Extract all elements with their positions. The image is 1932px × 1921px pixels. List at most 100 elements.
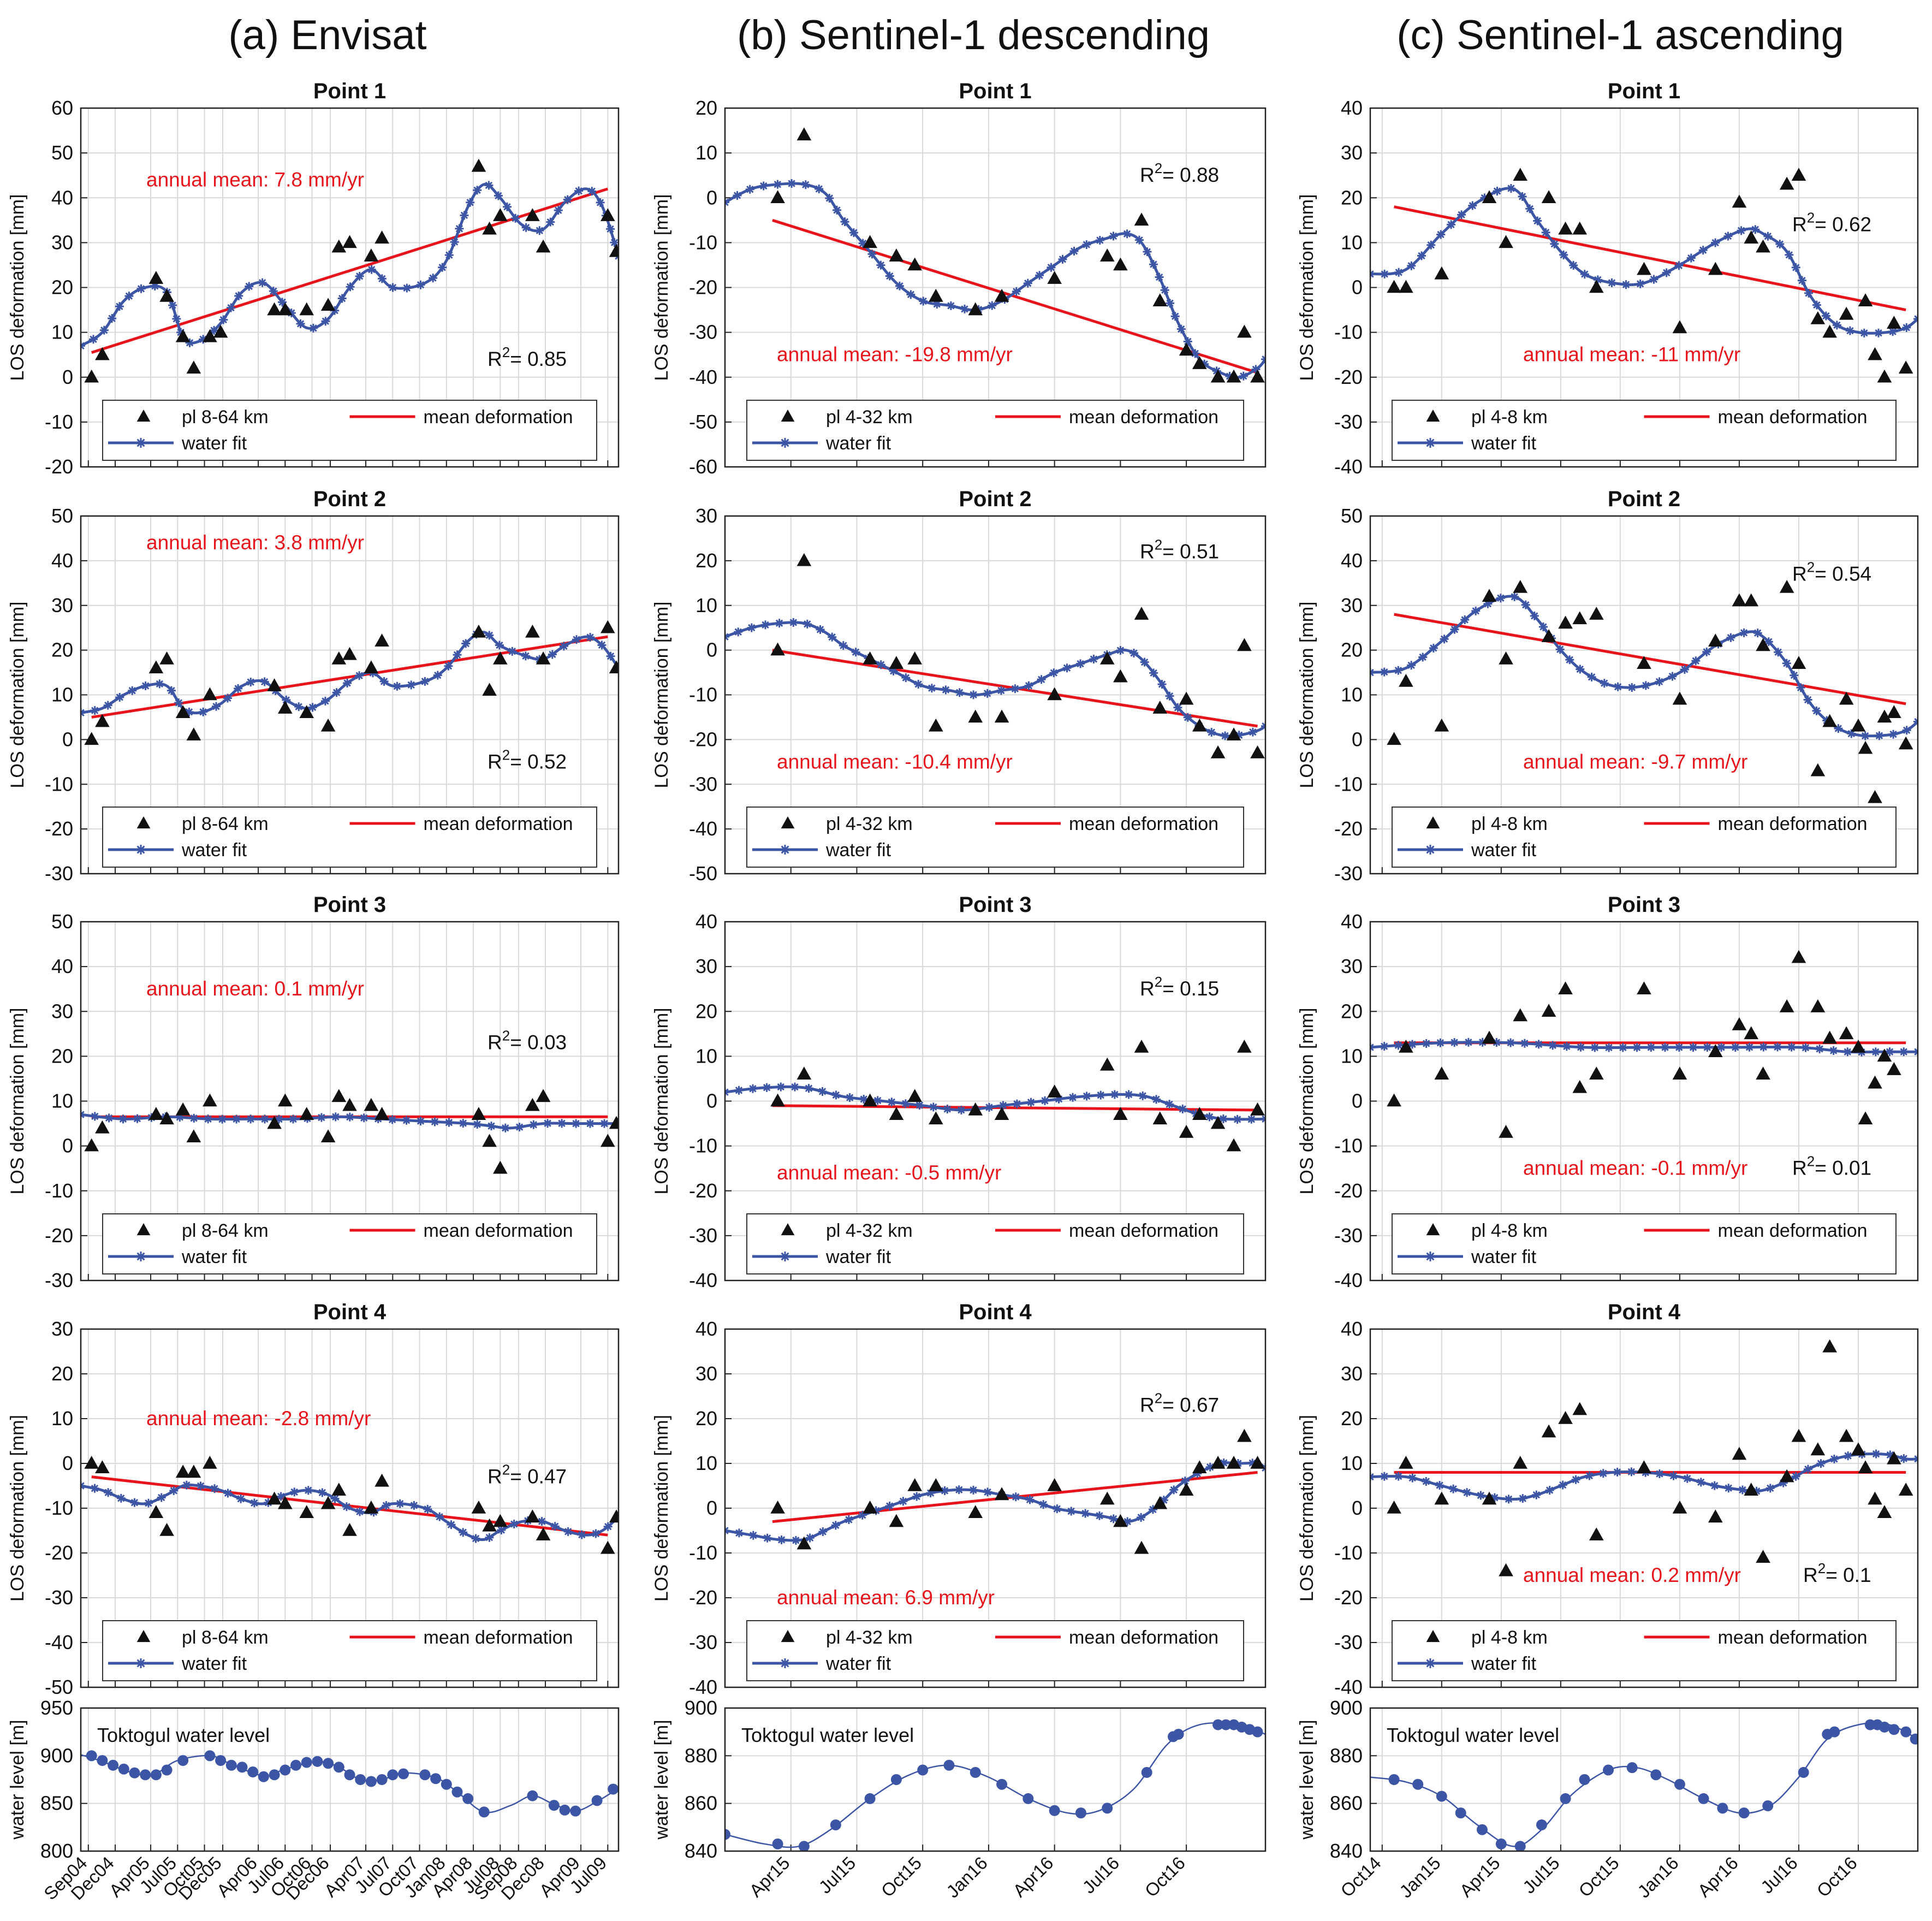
y-tick-label: 0 — [62, 1135, 73, 1157]
water-fit-marker — [174, 698, 183, 707]
water-fit-marker — [1661, 1043, 1669, 1052]
water-fit-marker — [1796, 683, 1805, 692]
water-fit-marker — [1160, 286, 1169, 295]
water-fit-marker — [1468, 201, 1477, 210]
data-point — [863, 1501, 877, 1514]
panel-c1r0: -60 -50 -40 -30 -20 -10 0 10 20 LOS deformation [… — [651, 79, 1267, 478]
legend-fit-label: water fit — [181, 840, 247, 861]
water-fit-marker — [815, 185, 824, 193]
water-fit-marker — [521, 223, 531, 232]
water-fit-marker — [1247, 1114, 1256, 1124]
water-fit-marker — [1233, 1114, 1242, 1124]
water-fit-marker — [330, 1494, 340, 1503]
water-fit-marker — [1812, 300, 1821, 310]
water-fit-marker — [308, 703, 317, 712]
data-point — [968, 302, 983, 316]
water-fit-marker — [1889, 730, 1898, 739]
y-tick-label: 40 — [51, 549, 73, 572]
water-fit-marker — [1394, 268, 1404, 277]
water-fit-marker — [1913, 315, 1918, 323]
y-tick-label: -30 — [1334, 1224, 1363, 1247]
water-fit-marker — [133, 1114, 142, 1123]
water-fit-marker — [1843, 1047, 1852, 1057]
water-fit-marker — [388, 283, 397, 292]
water-fit-marker — [444, 661, 453, 671]
water-fit-marker — [459, 1119, 468, 1128]
water-fit-marker — [1380, 1472, 1389, 1481]
water-level-point — [269, 1769, 280, 1781]
panel-title: Point 2 — [959, 487, 1031, 511]
water-fit-marker — [1812, 706, 1821, 715]
legend-fit-marker — [136, 1252, 146, 1261]
data-point — [1226, 369, 1241, 383]
legend-fit-marker — [1425, 1252, 1435, 1261]
data-point — [1810, 999, 1826, 1012]
data-point — [609, 660, 619, 674]
data-point — [278, 1093, 293, 1107]
annual-mean-annotation: annual mean: -10.4 mm/yr — [777, 750, 1013, 773]
data-point — [1099, 248, 1115, 262]
y-tick-label: -30 — [1334, 862, 1363, 885]
y-tick-label: -20 — [1334, 1179, 1363, 1202]
data-point — [1499, 1124, 1513, 1138]
water-level-point — [1762, 1800, 1774, 1812]
axes-frame — [1369, 1707, 1919, 1852]
y-axis-label: LOS deformation [mm] — [7, 601, 28, 788]
panel-c0r1: -30 -20 -10 0 10 20 30 40 50 LOS deformation [mm]… — [7, 487, 620, 885]
y-tick-label: -10 — [45, 773, 73, 795]
water-fit-marker — [377, 274, 387, 283]
water-fit-marker — [1751, 225, 1760, 234]
data-point — [1179, 691, 1194, 705]
water-fit-marker — [1902, 726, 1911, 735]
water-fit-marker — [1207, 728, 1216, 737]
y-tick-label: -10 — [1334, 321, 1363, 343]
water-fit-marker — [466, 198, 475, 207]
y-tick-label: 950 — [40, 1697, 73, 1719]
legend-points-label: pl 8-64 km — [182, 1627, 269, 1648]
y-axis-label: LOS deformation [mm] — [1297, 601, 1317, 788]
y-tick-label: -30 — [1334, 411, 1363, 433]
r-squared: R2= 0.15 — [1140, 974, 1219, 1000]
water-fit-marker — [103, 701, 112, 710]
water-fit-marker — [828, 632, 837, 642]
water-level-point — [1536, 1819, 1547, 1830]
data-point — [493, 651, 508, 665]
data-point — [1558, 981, 1573, 994]
water-fit-marker — [1753, 629, 1762, 638]
data-point — [320, 1496, 336, 1509]
y-tick-label: 20 — [51, 276, 73, 299]
water-fit-marker — [1613, 682, 1622, 691]
legend-fit-label: water fit — [181, 1653, 247, 1674]
data-point — [994, 288, 1009, 302]
legend-mean-label: mean deformation — [1718, 1627, 1868, 1648]
data-point — [536, 1089, 551, 1102]
water-fit-marker — [1739, 628, 1749, 637]
data-point — [1434, 1066, 1449, 1080]
water-fit-marker — [1435, 1481, 1444, 1490]
data-point — [1434, 718, 1449, 732]
water-fit-marker — [81, 1481, 85, 1490]
annual-mean-annotation: annual mean: 6.9 mm/yr — [777, 1586, 995, 1609]
water-fit-marker — [337, 294, 347, 303]
water-fit-marker — [345, 1112, 354, 1122]
water-fit-marker — [1130, 649, 1138, 657]
axes-frame — [80, 921, 620, 1282]
legend-mean-label: mean deformation — [424, 1627, 573, 1648]
water-level-point — [1738, 1807, 1750, 1819]
r-squared: R2= 0.54 — [1792, 559, 1871, 585]
water-fit-marker — [1170, 312, 1180, 321]
data-point — [1237, 1428, 1252, 1442]
water-fit-marker — [1408, 1473, 1417, 1483]
water-fit-marker — [1068, 1093, 1077, 1102]
water-level-point — [108, 1759, 119, 1771]
water-fit-marker — [1380, 667, 1389, 677]
water-fit-marker — [1782, 659, 1791, 668]
water-fit-marker — [1558, 1480, 1567, 1490]
water-level-point — [1829, 1726, 1840, 1738]
data-point — [1732, 593, 1747, 607]
water-fit-marker — [802, 619, 812, 629]
y-tick-label: -10 — [45, 411, 73, 433]
data-point — [267, 1116, 282, 1129]
annual-mean-annotation: annual mean: 3.8 mm/yr — [146, 531, 364, 554]
water-fit-marker — [1261, 354, 1265, 364]
